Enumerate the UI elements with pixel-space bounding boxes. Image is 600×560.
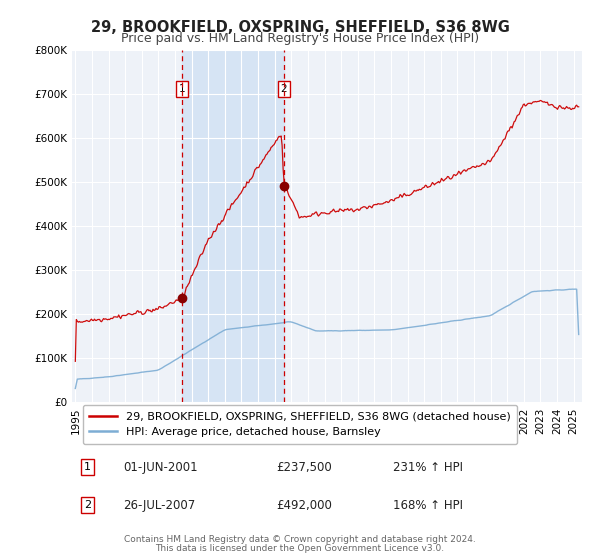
Text: 29, BROOKFIELD, OXSPRING, SHEFFIELD, S36 8WG: 29, BROOKFIELD, OXSPRING, SHEFFIELD, S36… xyxy=(91,20,509,35)
Text: Price paid vs. HM Land Registry's House Price Index (HPI): Price paid vs. HM Land Registry's House … xyxy=(121,32,479,45)
Text: 01-JUN-2001: 01-JUN-2001 xyxy=(123,461,197,474)
Text: 1: 1 xyxy=(179,84,185,94)
Text: This data is licensed under the Open Government Licence v3.0.: This data is licensed under the Open Gov… xyxy=(155,544,445,553)
Text: £237,500: £237,500 xyxy=(276,461,332,474)
Text: 26-JUL-2007: 26-JUL-2007 xyxy=(123,498,195,512)
Legend: 29, BROOKFIELD, OXSPRING, SHEFFIELD, S36 8WG (detached house), HPI: Average pric: 29, BROOKFIELD, OXSPRING, SHEFFIELD, S36… xyxy=(83,405,517,444)
Text: 231% ↑ HPI: 231% ↑ HPI xyxy=(394,461,463,474)
Text: 2: 2 xyxy=(281,84,287,94)
Text: 2: 2 xyxy=(84,500,91,510)
Text: 168% ↑ HPI: 168% ↑ HPI xyxy=(394,498,463,512)
Text: Contains HM Land Registry data © Crown copyright and database right 2024.: Contains HM Land Registry data © Crown c… xyxy=(124,535,476,544)
Text: £492,000: £492,000 xyxy=(276,498,332,512)
Bar xyxy=(182,50,284,402)
Text: 1: 1 xyxy=(84,462,91,472)
